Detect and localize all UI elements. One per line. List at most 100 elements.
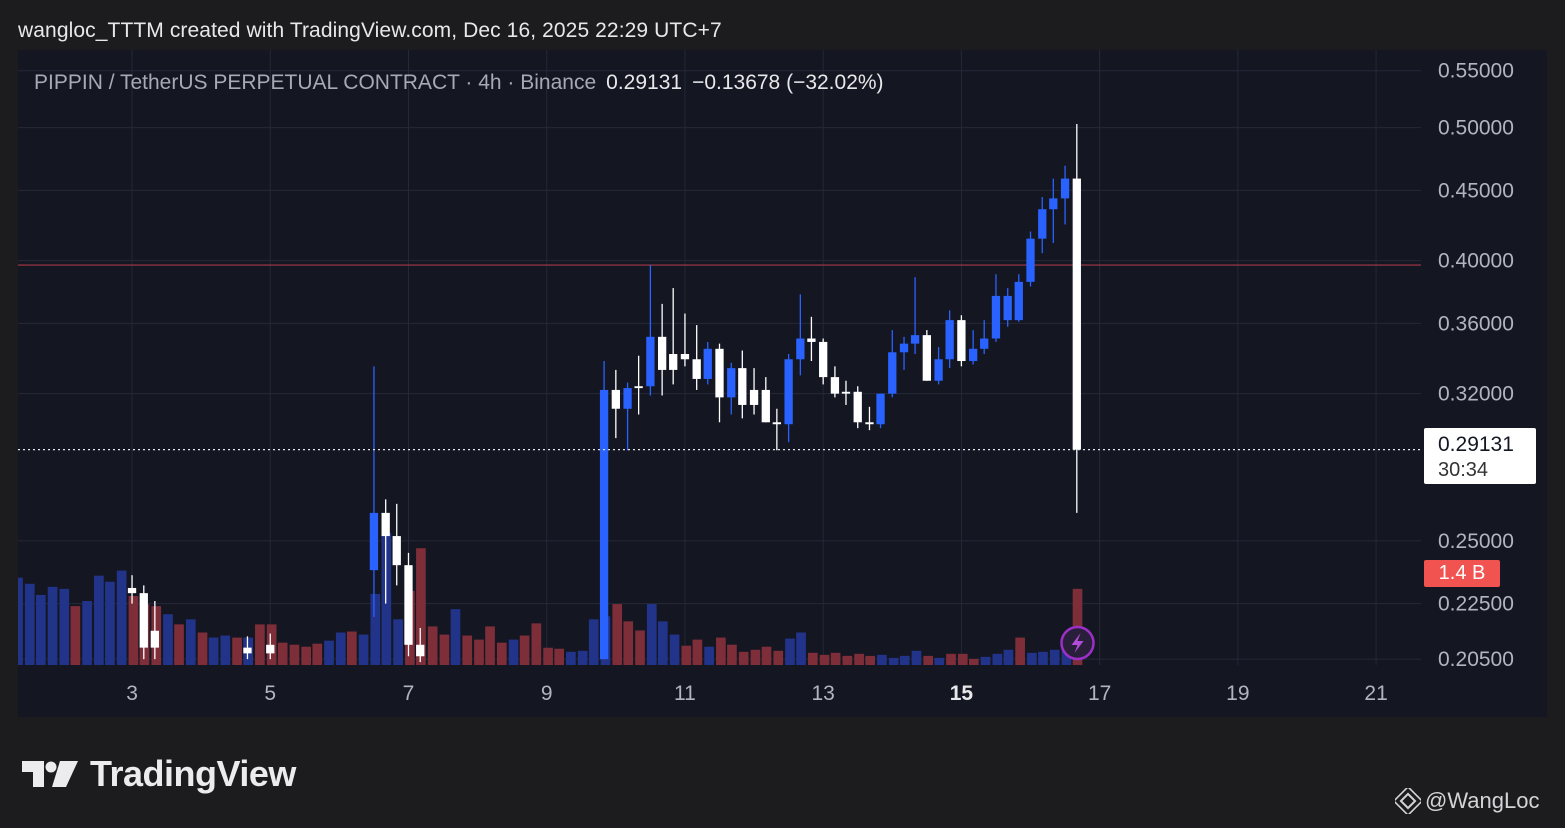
symbol-name[interactable]: PIPPIN / TetherUS PERPETUAL CONTRACT · 4… [34, 71, 597, 94]
volume-bar [796, 632, 806, 665]
last-price-tag: 0.29131 30:34 [1424, 428, 1536, 484]
volume-bar [681, 645, 692, 665]
volume-bar [312, 643, 323, 665]
volume-bar [105, 581, 115, 665]
volume-bar [324, 640, 334, 665]
candle-body [772, 422, 782, 425]
volume-bar [888, 657, 899, 665]
candle-body [243, 647, 252, 654]
volume-bar [335, 632, 346, 665]
candle-body [703, 348, 712, 379]
candle-body [381, 512, 390, 537]
volume-bar [1038, 651, 1048, 665]
volume-bar [807, 652, 818, 665]
volume-tag: 1.4 B [1424, 560, 1500, 587]
candle-body [127, 587, 137, 594]
candle-body [727, 368, 736, 398]
y-axis-tick-label: 0.45000 [1438, 179, 1514, 202]
volume-bar [485, 626, 495, 665]
candle-body [599, 389, 609, 660]
volume-bar [358, 634, 369, 665]
volume-bar [692, 639, 703, 665]
volume-bar [197, 632, 208, 665]
candle-body [749, 389, 759, 405]
volume-bar [208, 637, 219, 665]
y-axis-tick-label: 0.55000 [1438, 60, 1514, 83]
candle-body [819, 341, 828, 378]
x-axis-tick-label: 7 [403, 682, 415, 705]
x-axis-tick-label: 13 [811, 682, 834, 705]
volume-bar [854, 653, 864, 665]
candle-body [899, 343, 909, 353]
candle-body [991, 295, 1001, 339]
candle-body [646, 336, 655, 387]
candle-body [1060, 178, 1070, 199]
x-axis-tick-label: 15 [950, 682, 974, 705]
volume-bar [508, 639, 519, 665]
tradingview-logo[interactable]: TradingView [22, 752, 296, 796]
volume-bar [232, 637, 242, 665]
volume-bar [923, 655, 934, 665]
volume-bar [968, 658, 979, 665]
volume-bar [657, 621, 668, 665]
candle-body [369, 512, 379, 571]
candle-body [910, 335, 920, 344]
volume-bar [785, 638, 795, 665]
volume-bar [531, 623, 542, 665]
volume-bar [474, 639, 484, 665]
volume-bar [163, 614, 173, 665]
volume-bar [255, 624, 265, 665]
candle-body [945, 320, 954, 360]
volume-bar [59, 588, 70, 665]
candle-body [404, 565, 413, 645]
volume-bar [393, 619, 403, 665]
volume-bar [185, 619, 196, 665]
volume-bar [370, 593, 381, 665]
candle-body [715, 348, 724, 398]
volume-bar [1003, 649, 1014, 665]
candle-body [876, 393, 885, 425]
volume-bar [220, 635, 231, 665]
candle-body [796, 338, 805, 360]
candle-body [922, 335, 931, 381]
price-chart[interactable]: 0.55000 0.50000 0.45000 0.40000 0.36000 0.320… [18, 50, 1547, 717]
volume-bar [381, 533, 392, 665]
volume-bar [462, 635, 473, 665]
volume-bar [716, 637, 726, 665]
candle-body [1003, 295, 1012, 321]
volume-bar [646, 604, 657, 665]
author-watermark: @WangLoc [1395, 788, 1539, 814]
chart-panel[interactable]: 0.55000 0.50000 0.45000 0.40000 0.36000 0.320… [18, 50, 1547, 717]
volume-bar [1049, 649, 1060, 665]
candle-body [1072, 178, 1081, 450]
volume-bar [704, 646, 714, 665]
candle-body [634, 386, 643, 389]
volume-bar [174, 624, 184, 665]
volume-bar [24, 583, 35, 665]
candle-body [416, 644, 425, 657]
volume-bar [842, 655, 853, 665]
volume-bar [1027, 652, 1037, 665]
volume-bar [911, 650, 922, 665]
volume-bar [669, 634, 680, 665]
volume-bar [301, 646, 312, 665]
candle-body [1026, 238, 1035, 282]
volume-bar [82, 601, 92, 665]
last-price-value: 0.29131 [606, 71, 683, 94]
lightning-icon [1071, 633, 1084, 653]
volume-bar [761, 646, 772, 665]
x-axis-tick-label: 9 [541, 682, 553, 705]
candle-body [680, 354, 690, 360]
volume-bar [865, 655, 876, 665]
volume-bar [934, 657, 945, 665]
candle-body [1049, 198, 1058, 210]
x-axis-tick-label: 19 [1226, 682, 1249, 705]
volume-bar [427, 626, 438, 665]
candle-body [692, 359, 701, 379]
y-axis-tick-label: 0.50000 [1438, 117, 1514, 140]
volume-bar [957, 653, 968, 665]
last-price-label: 0.29131 [1438, 433, 1514, 456]
candle-body [761, 389, 770, 423]
symbol-legend[interactable]: PIPPIN / TetherUS PERPETUAL CONTRACT · 4… [34, 71, 884, 95]
price-change-value: −0.13678 (−32.02%) [692, 71, 884, 94]
